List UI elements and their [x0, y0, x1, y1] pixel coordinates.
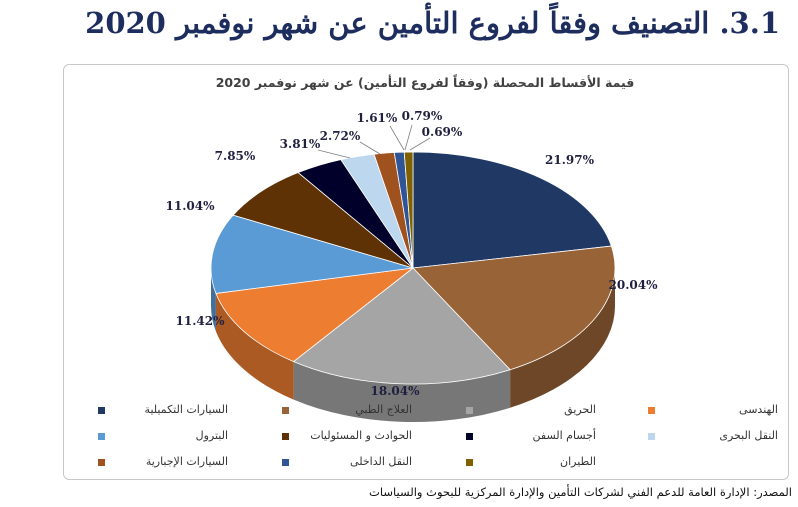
slice-6: [232, 172, 414, 269]
legend-label-11: الطيران: [560, 455, 596, 468]
legend-label-5: البترول: [195, 429, 228, 442]
slice-5-data-label: 11.04%: [166, 199, 216, 213]
legend-swatch-7: [466, 433, 473, 440]
pie-slices: [210, 151, 616, 385]
legend-swatch-11: [466, 459, 473, 466]
slice-3: [292, 267, 511, 385]
legend-item-9: السيارات الإجبارية: [96, 454, 276, 470]
legend-item-7: أجسام السفن: [464, 428, 644, 444]
slice-9-leader: [389, 125, 405, 151]
legend-label-3: الحريق: [564, 403, 596, 416]
legend-item-6: الحوادث و المسئوليات: [280, 428, 460, 444]
pie-sides: [211, 268, 615, 423]
slice-11-data-label: 0.69%: [422, 125, 463, 139]
slice-9-data-label: 1.61%: [357, 111, 398, 125]
legend-swatch-10: [282, 459, 289, 466]
legend-swatch-2: [282, 407, 289, 414]
legend-label-7: أجسام السفن: [532, 429, 597, 442]
slice-11: [403, 151, 414, 269]
legend-item-11: الطيران: [464, 454, 644, 470]
legend-label-2: العلاج الطبي: [355, 403, 412, 416]
slice-6-data-label: 7.85%: [215, 149, 256, 163]
pie-leader-lines: [317, 124, 431, 159]
legend-item-3: الحريق: [464, 402, 644, 418]
slice-4: [215, 267, 415, 363]
legend-label-9: السيارات الإجبارية: [145, 455, 228, 468]
legend-swatch-3: [466, 407, 473, 414]
legend-label-6: الحوادث و المسئوليات: [310, 429, 412, 442]
page-heading: 3.1. التصنيف وفقاً لفروع التأمين عن شهر …: [85, 6, 780, 40]
slice-5-side: [211, 268, 216, 332]
legend-swatch-8: [648, 433, 655, 440]
slice-2: [412, 245, 616, 371]
slice-11-leader: [409, 137, 431, 151]
slice-8-leader: [359, 141, 381, 155]
legend-swatch-9: [98, 459, 105, 466]
legend-swatch-4: [648, 407, 655, 414]
slice-10-data-label: 0.79%: [402, 109, 443, 123]
slice-1-data-label: 21.97%: [545, 153, 595, 167]
slice-2-side: [510, 268, 615, 408]
slice-5: [210, 214, 414, 294]
legend-label-4: الهندسى: [739, 403, 778, 416]
slice-10-leader: [404, 124, 413, 151]
chart-title: قيمة الأقساط المحصلة (وفقاً لفروع التأمي…: [216, 73, 635, 90]
slice-7-leader: [317, 149, 351, 159]
legend-item-10: النقل الداخلى: [280, 454, 460, 470]
slice-7-data-label: 3.81%: [280, 137, 321, 151]
legend-label-10: النقل الداخلى: [350, 455, 412, 468]
legend-swatch-1: [98, 407, 105, 414]
slice-2-data-label: 20.04%: [609, 278, 659, 292]
slice-1: [412, 151, 612, 269]
legend-item-4: الهندسى: [646, 402, 798, 418]
chart-legend: السيارات التكميلية العلاج الطبي الحريق الهن…: [64, 398, 788, 478]
legend-item-2: العلاج الطبي: [280, 402, 460, 418]
legend-item-5: البترول: [96, 428, 276, 444]
source-note: المصدر: الإدارة العامة للدعم الفني لشركا…: [369, 485, 792, 499]
legend-swatch-6: [282, 433, 289, 440]
slice-4-side: [215, 293, 294, 400]
slice-3-data-label: 18.04%: [371, 384, 421, 398]
legend-swatch-5: [98, 433, 105, 440]
slice-3-side: [293, 361, 511, 423]
slice-4-data-label: 11.42%: [176, 314, 226, 328]
slice-8-data-label: 2.72%: [320, 129, 361, 143]
legend-item-8: النقل البحرى: [646, 428, 798, 444]
legend-label-1: السيارات التكميلية: [144, 403, 228, 416]
legend-item-1: السيارات التكميلية: [96, 402, 276, 418]
legend-label-8: النقل البحرى: [719, 429, 778, 442]
pie-data-labels: 21.97% 20.04% 18.04% 11.42% 11.04% 7.85% 3.81%…: [166, 109, 659, 398]
